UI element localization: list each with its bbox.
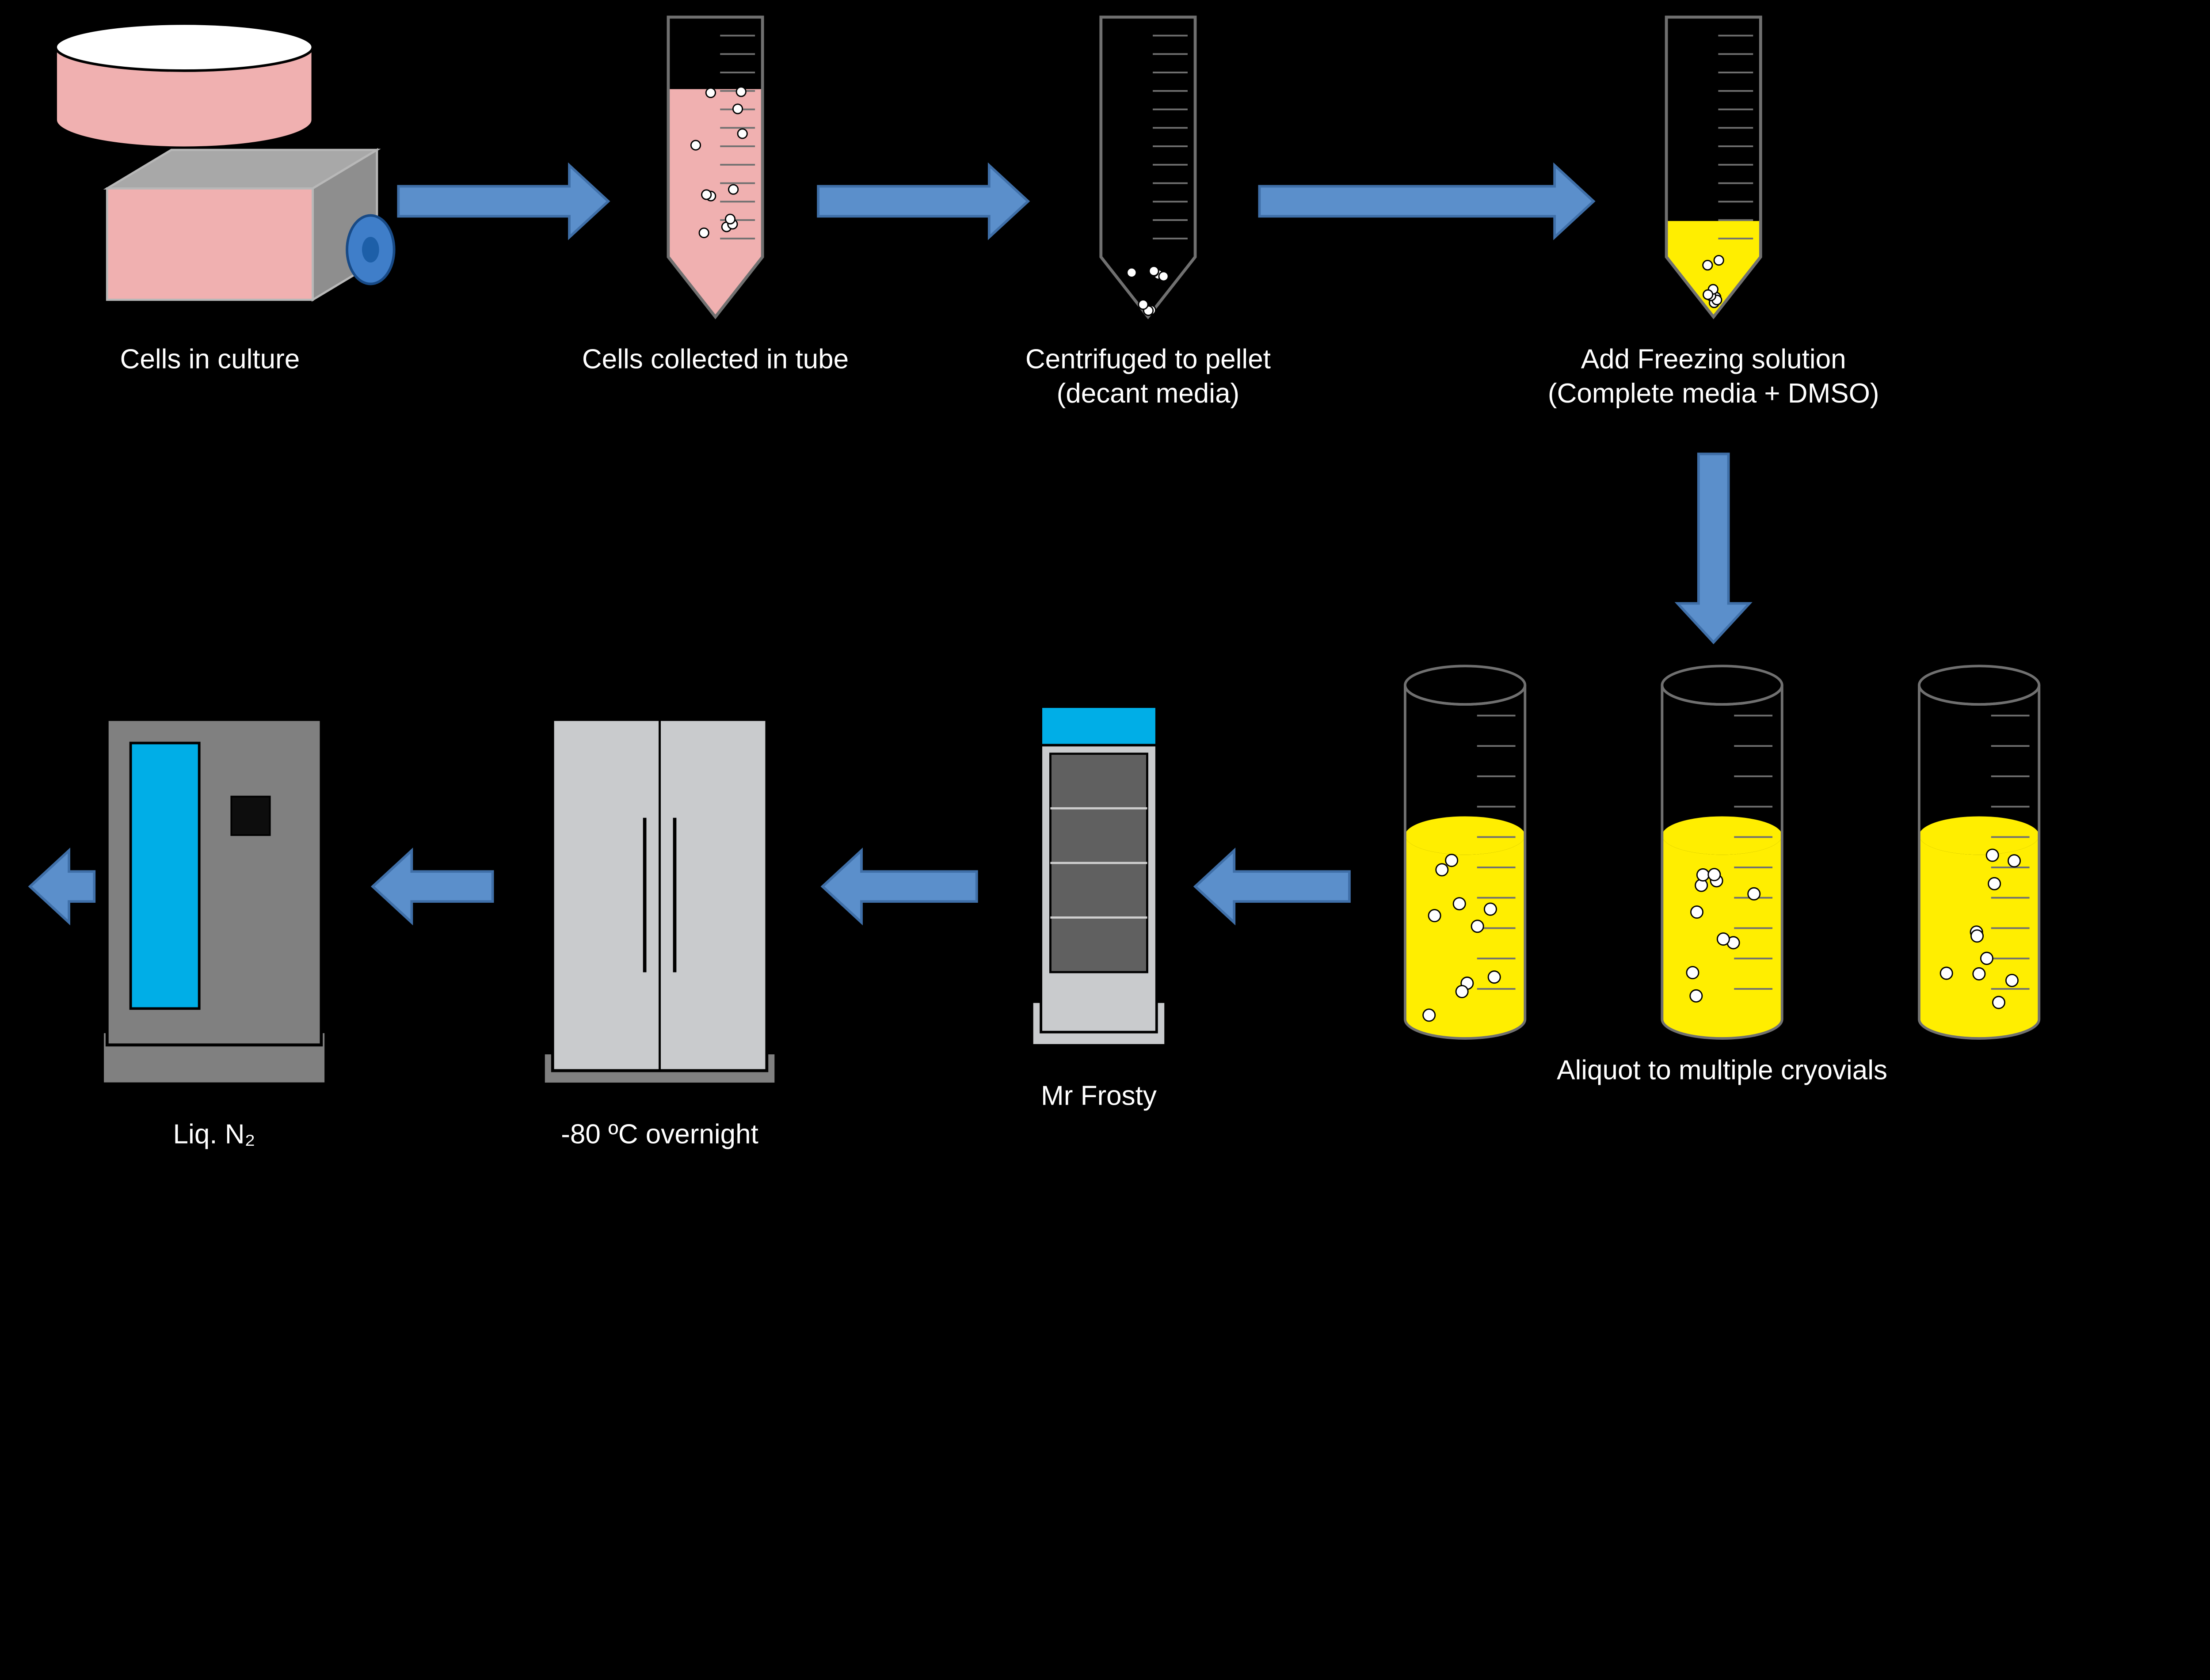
label: Aliquot to multiple cryovials <box>1557 1055 1887 1085</box>
culture-flask <box>107 150 394 300</box>
label: Liq. N₂ <box>173 1119 255 1150</box>
label: Cells in culture <box>120 344 300 374</box>
label: -80 ºC overnight <box>561 1119 758 1150</box>
liquid-nitrogen-tank <box>103 719 326 1083</box>
freezer-80 <box>544 719 775 1083</box>
label: Cells collected in tube <box>582 344 849 374</box>
petri-dish <box>56 23 313 148</box>
mr-frosty <box>1033 707 1165 1045</box>
label: Mr Frosty <box>1041 1080 1157 1111</box>
